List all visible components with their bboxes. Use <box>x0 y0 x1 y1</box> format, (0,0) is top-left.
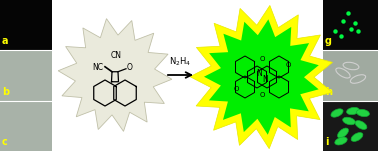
Text: CN: CN <box>111 51 122 60</box>
Text: NC: NC <box>92 63 103 72</box>
Text: N: N <box>256 69 262 79</box>
Polygon shape <box>204 19 319 135</box>
Text: a: a <box>2 36 8 46</box>
Text: c: c <box>2 137 8 147</box>
Text: O: O <box>233 86 239 92</box>
Text: O: O <box>285 62 291 68</box>
Polygon shape <box>58 19 172 131</box>
Text: O: O <box>259 56 265 62</box>
Text: O: O <box>127 63 133 72</box>
Text: i: i <box>325 137 328 147</box>
Text: g: g <box>325 36 332 46</box>
Text: b: b <box>2 87 9 97</box>
Text: N: N <box>262 76 268 85</box>
Text: h: h <box>325 87 332 97</box>
Text: N$_2$H$_4$: N$_2$H$_4$ <box>169 56 192 68</box>
Bar <box>0 101 52 151</box>
Bar <box>52 0 323 151</box>
Ellipse shape <box>338 128 349 138</box>
Ellipse shape <box>342 117 355 125</box>
Ellipse shape <box>356 109 369 117</box>
Ellipse shape <box>355 120 367 129</box>
Bar <box>323 101 378 151</box>
Text: O: O <box>259 92 265 98</box>
Ellipse shape <box>351 133 363 141</box>
Ellipse shape <box>331 109 343 117</box>
Bar <box>0 0 52 50</box>
Ellipse shape <box>335 137 347 145</box>
Ellipse shape <box>347 107 359 115</box>
Bar <box>323 0 378 50</box>
Bar <box>0 50 52 101</box>
Bar <box>323 50 378 101</box>
Polygon shape <box>190 5 333 149</box>
